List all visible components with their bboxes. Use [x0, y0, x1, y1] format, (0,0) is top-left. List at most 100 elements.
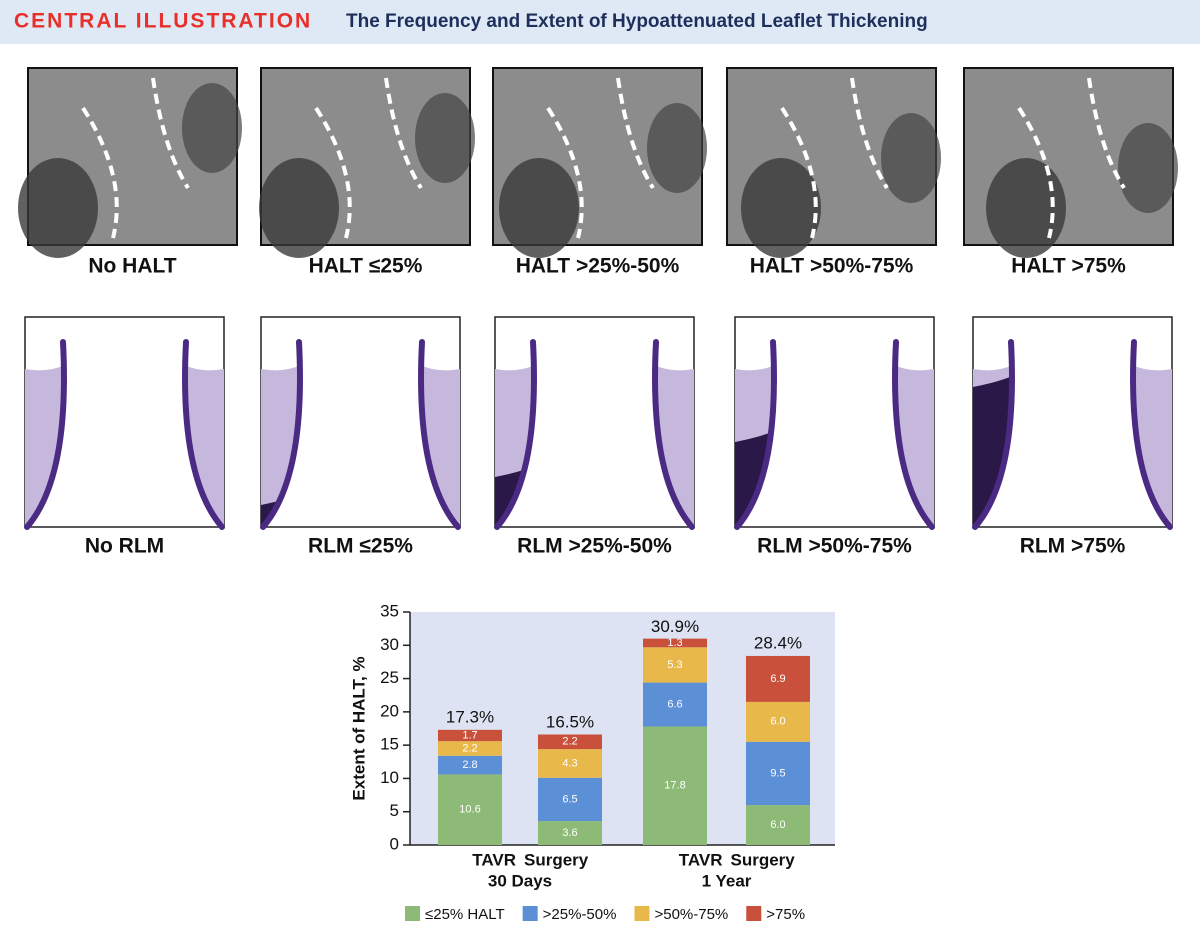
ct-leaflet — [850, 77, 889, 190]
ct-shadow — [259, 158, 339, 258]
bar-segment — [643, 647, 707, 683]
diagram-leaflet — [418, 339, 461, 530]
value-label: 3.6 — [562, 827, 577, 839]
value-label: 1.3 — [667, 637, 682, 649]
legend-swatch — [405, 906, 420, 921]
x-tick-label: TAVR — [472, 850, 516, 869]
x-group-label: 30 Days — [488, 871, 552, 890]
diagram-fill — [183, 365, 224, 527]
diagram-leaflet — [24, 339, 67, 530]
bar-segment — [438, 774, 502, 845]
ct-label: HALT >25%-50% — [516, 255, 680, 278]
ct-label: HALT ≤25% — [309, 255, 423, 278]
bar-segment — [438, 755, 502, 775]
legend-label: >25%-50% — [543, 906, 617, 923]
diagram-fill — [261, 365, 302, 527]
value-label: 6.9 — [770, 673, 785, 685]
bar-segment — [746, 701, 810, 742]
total-label: 28.4% — [754, 633, 802, 652]
diagram-fill — [653, 365, 694, 527]
header-tag: CENTRAL ILLUSTRATION — [14, 10, 312, 33]
ct-leaflet — [616, 77, 655, 190]
legend-swatch — [522, 906, 538, 921]
ct-shadow — [741, 158, 821, 258]
ct-label: No HALT — [88, 255, 176, 278]
total-label: 30.9% — [651, 617, 699, 636]
legend-label: >75% — [766, 906, 805, 923]
diagram-leaflet — [494, 339, 537, 530]
total-label: 17.3% — [446, 707, 494, 726]
value-label: 6.6 — [667, 698, 682, 710]
ct-shadow — [881, 113, 941, 203]
diagram-leaflet — [734, 339, 777, 530]
ct-shadow — [647, 103, 707, 193]
bar-segment — [538, 821, 602, 845]
diagram-fill — [419, 365, 460, 527]
ct-shadow — [499, 158, 579, 258]
value-label: 2.2 — [462, 742, 477, 754]
x-tick-label: TAVR — [679, 850, 723, 869]
bar-segment — [438, 729, 502, 742]
y-tick-label: 35 — [380, 601, 399, 620]
ct-shadow — [415, 93, 475, 183]
value-label: 10.6 — [459, 804, 480, 816]
value-label: 1.7 — [462, 729, 477, 741]
diagram-label: RLM >25%-50% — [517, 535, 672, 558]
diagram-label: No RLM — [85, 535, 164, 558]
ct-leaflet — [384, 77, 423, 190]
value-label: 6.5 — [562, 793, 577, 805]
value-label: 4.3 — [562, 757, 577, 769]
ct-shadow — [1118, 123, 1178, 213]
legend-label: ≤25% HALT — [425, 906, 505, 923]
bar-segment — [643, 638, 707, 648]
y-tick-label: 10 — [380, 768, 399, 787]
header-band — [0, 0, 1200, 44]
bar-segment — [538, 734, 602, 750]
bar-segment — [538, 749, 602, 778]
value-label: 5.3 — [667, 659, 682, 671]
y-tick-label: 20 — [380, 701, 399, 720]
ct-shadow — [182, 83, 242, 173]
y-tick-label: 30 — [380, 635, 399, 654]
diagram-fill — [893, 365, 934, 527]
ct-label: HALT >50%-75% — [750, 255, 914, 278]
legend-label: >50%-75% — [654, 906, 728, 923]
bar-segment — [438, 741, 502, 756]
bar-segment — [643, 726, 707, 845]
ct-leaflet — [314, 106, 352, 239]
ct-leaflet — [1017, 106, 1055, 239]
diagram-fill — [25, 365, 66, 527]
y-tick-label: 25 — [380, 668, 399, 687]
diagram-leaflet — [260, 339, 303, 530]
ct-shadow — [18, 158, 98, 258]
diagram-leaflet — [182, 339, 225, 530]
x-tick-label: Surgery — [524, 850, 589, 869]
value-label: 2.8 — [462, 759, 477, 771]
diagram-label: RLM ≤25% — [308, 535, 413, 558]
header-title: The Frequency and Extent of Hypoattenuat… — [346, 11, 928, 32]
ct-leaflet — [151, 77, 190, 190]
bar-segment — [746, 655, 810, 702]
diagram-label: RLM >75% — [1020, 535, 1126, 558]
value-label: 6.0 — [770, 819, 785, 831]
diagram-leaflet — [652, 339, 695, 530]
value-label: 2.2 — [562, 736, 577, 748]
diagram-leaflet — [892, 339, 935, 530]
bar-segment — [538, 777, 602, 822]
ct-leaflet — [780, 106, 818, 239]
value-label: 9.5 — [770, 767, 785, 779]
y-tick-label: 15 — [380, 735, 399, 754]
x-group-label: 1 Year — [702, 871, 752, 890]
value-label: 6.0 — [770, 716, 785, 728]
diagram-leaflet — [1130, 339, 1173, 530]
ct-leaflet — [81, 106, 119, 239]
legend-swatch — [746, 906, 762, 921]
y-axis-title: Extent of HALT, % — [349, 656, 368, 800]
value-label: 17.8 — [664, 780, 685, 792]
x-tick-label: Surgery — [731, 850, 796, 869]
diagram-leaflet — [972, 339, 1015, 530]
bar-segment — [746, 741, 810, 806]
ct-leaflet — [546, 106, 584, 239]
